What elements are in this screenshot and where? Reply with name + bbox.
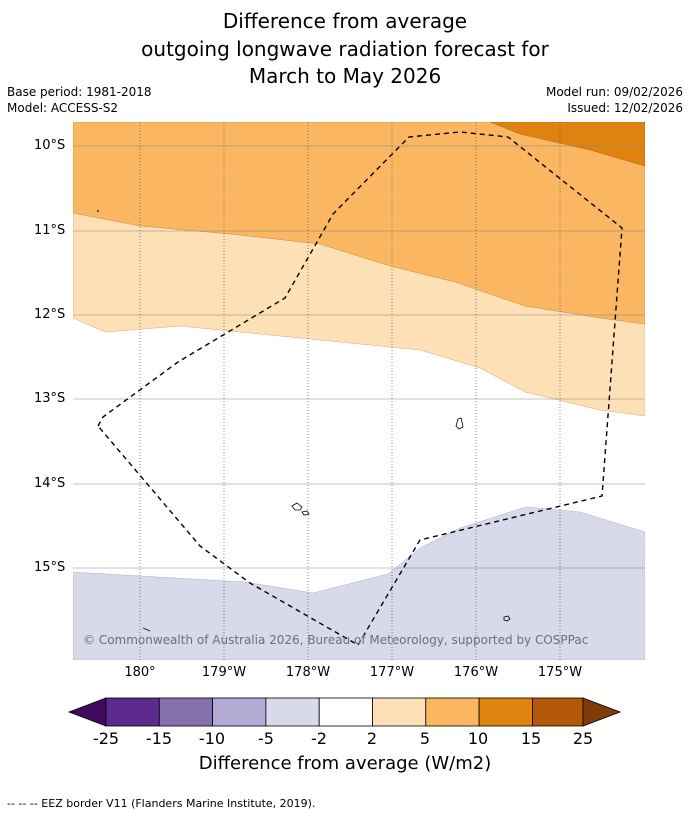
colorbar-bin-minus-2-to-2 — [318, 697, 373, 727]
lon-label-177w: 177°W — [369, 665, 415, 680]
colorbar-bin-2-to-5 — [372, 697, 427, 727]
eez-legend-footer: -- -- -- EEZ border V11 (Flanders Marine… — [7, 797, 316, 810]
meta-right: Model run: 09/02/2026 Issued: 12/02/2026 — [546, 84, 683, 116]
colorbar-tick: 2 — [366, 729, 378, 748]
colorbar-extend-low — [67, 697, 107, 727]
latitude-gridlines — [73, 145, 645, 569]
colorbar-tick: -10 — [198, 729, 226, 748]
island-fiji-tip — [142, 627, 151, 632]
lat-label-15s: 15°S — [34, 560, 66, 575]
zone-minus-5-to-minus-2 — [73, 506, 645, 660]
island-dot — [97, 210, 99, 212]
colorbar-bin-minus-25-to-minus-15 — [105, 697, 160, 727]
lon-label-180: 180° — [124, 665, 156, 680]
lon-label-179w: 179°W — [201, 665, 247, 680]
meta-left: Base period: 1981-2018 Model: ACCESS-S2 — [7, 84, 152, 116]
colorbar-bin-minus-10-to-minus-5 — [212, 697, 267, 727]
chart-title: Difference from average outgoing longwav… — [0, 8, 690, 91]
zone-5-to-10 — [73, 122, 645, 325]
colorbar-tick: 10 — [467, 729, 489, 748]
colorbar-bin-10-to-15 — [478, 697, 533, 727]
colorbar-tick: -15 — [145, 729, 173, 748]
title-line-3: March to May 2026 — [248, 64, 442, 88]
lat-label-13s: 13°S — [34, 391, 66, 406]
issued-date: Issued: 12/02/2026 — [567, 101, 683, 115]
colorbar-tick: 15 — [520, 729, 542, 748]
colorbar-label: Difference from average (W/m2) — [198, 753, 492, 774]
island-wallis — [455, 417, 464, 430]
colorbar-bin-minus-15-to-minus-10 — [158, 697, 214, 727]
model-name: Model: ACCESS-S2 — [7, 101, 119, 115]
lon-label-176w: 176°W — [453, 665, 499, 680]
model-run: Model run: 09/02/2026 — [545, 85, 683, 99]
island-futuna — [291, 502, 310, 516]
colorbar-tick: -25 — [92, 729, 120, 748]
lon-label-178w: 178°W — [285, 665, 331, 680]
eez-border — [97, 131, 623, 646]
zone-10-to-15 — [489, 122, 645, 167]
lat-label-11s: 11°S — [34, 223, 66, 238]
colorbar-tick: 25 — [572, 729, 594, 748]
colorbar-tick: 5 — [419, 729, 431, 748]
title-line-1: Difference from average — [222, 9, 468, 33]
lon-label-175w: 175°W — [537, 665, 583, 680]
copyright-notice: © Commonwealth of Australia 2026, Bureau… — [83, 633, 589, 647]
colorbar-extend-high — [582, 697, 622, 727]
island-niuafoou — [503, 615, 511, 622]
colorbar-bin-5-to-10 — [425, 697, 480, 727]
lat-label-12s: 12°S — [34, 307, 66, 322]
title-line-2: outgoing longwave radiation forecast for — [141, 36, 549, 61]
lat-label-14s: 14°S — [34, 476, 66, 491]
colorbar-bin-minus-5-to-minus-2 — [265, 697, 320, 727]
base-period: Base period: 1981-2018 — [7, 85, 152, 99]
colorbar-bin-15-to-25 — [532, 697, 584, 727]
colorbar — [67, 697, 622, 727]
colorbar-tick: -2 — [311, 729, 327, 748]
map-plot-area — [73, 122, 645, 660]
colorbar-tick: -5 — [258, 729, 274, 748]
lat-label-10s: 10°S — [34, 138, 66, 153]
